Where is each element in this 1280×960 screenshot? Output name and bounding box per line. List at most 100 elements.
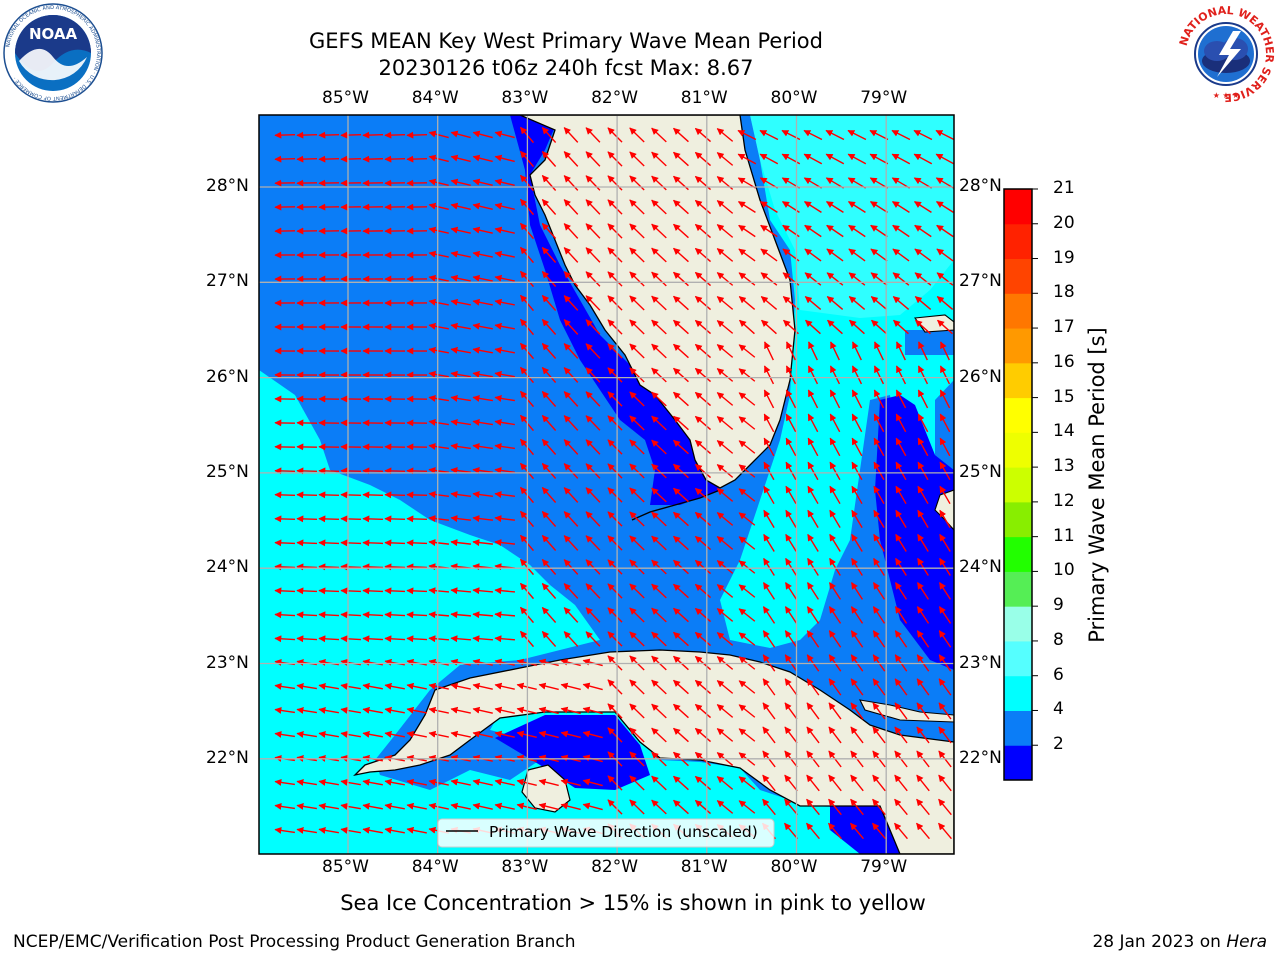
wave-arrow [318,587,340,595]
wave-arrow [784,774,798,792]
wave-arrow [318,155,340,163]
wave-arrow [607,127,623,143]
wave-arrow [318,491,340,499]
wave-arrow [472,611,494,619]
wave-arrow [384,515,406,523]
wave-arrow [384,155,406,163]
wave-arrow [763,413,775,433]
wave-arrow [829,413,841,433]
wave-arrow [607,271,623,287]
wave-arrow [935,153,954,165]
wave-arrow [935,129,954,141]
wave-arrow [541,150,557,167]
wave-arrow [607,727,623,743]
wave-arrow [428,587,450,595]
wave-arrow [651,703,667,719]
wave-arrow [274,515,296,523]
wave-arrow [738,776,756,790]
wave-arrow [274,802,295,810]
wave-arrow [428,467,450,474]
wave-arrow [873,509,885,528]
lat-tick-right: 28°N [959,176,1002,196]
wave-arrow [428,250,449,258]
wave-arrow [494,730,515,738]
wave-arrow [472,250,493,258]
wave-arrow [694,415,712,431]
wave-arrow [607,559,623,575]
colorbar-tick-label: 10 [1053,560,1075,581]
wave-arrow [494,418,515,426]
wave-arrow [428,274,449,282]
wave-arrow [914,248,932,262]
wave-arrow [673,559,689,575]
lat-tick-left: 24°N [206,557,249,578]
wave-arrow [428,226,449,234]
noaa-logo: NATIONAL OCEANIC AND ATMOSPHERIC ADMINIS… [3,3,103,103]
footer-credit: NCEP/EMC/Verification Post Processing Pr… [13,932,576,952]
wave-arrow [716,488,734,502]
wave-arrow [716,512,734,526]
wave-arrow [494,442,515,450]
wave-arrow [541,438,557,455]
wave-arrow [585,247,601,263]
wave-arrow [494,370,515,378]
wave-arrow [694,607,712,623]
wave-arrow [651,799,667,815]
wave-arrow [563,343,579,359]
wave-arrow [296,730,317,738]
wave-arrow [585,415,601,431]
lat-tick-right: 22°N [959,747,1002,768]
wave-arrow [384,467,406,475]
wave-arrow [871,319,887,335]
wave-arrow [629,343,645,359]
wave-arrow [805,319,821,335]
wave-arrow [472,178,493,187]
colorbar [1003,188,1038,781]
wave-arrow [916,798,930,816]
wave-arrow [739,319,755,335]
wave-arrow [607,151,623,167]
lon-tick-bottom: 79°W [860,857,908,877]
wave-arrow [738,488,756,502]
wave-arrow [872,678,886,696]
wave-arrow [807,509,819,528]
wave-arrow [582,730,603,739]
wave-arrow [738,728,756,742]
wave-arrow [892,296,910,310]
wave-arrow [784,582,798,600]
wave-arrow [914,224,932,238]
wave-arrow [406,706,427,714]
wave-arrow [828,726,842,744]
wave-arrow [872,822,886,840]
wave-arrow [563,439,579,455]
lon-tick-top: 85°W [322,88,369,108]
wave-arrow [406,539,428,547]
wave-arrow [829,461,841,481]
wave-arrow [563,631,579,647]
wave-arrow [673,127,689,143]
wave-arrow [938,798,952,816]
wave-arrow [673,727,689,743]
wave-arrow [450,682,471,690]
wave-arrow [428,442,449,450]
wave-arrow [913,153,933,165]
nws-logo: NATIONAL WEATHER SERVICE ★ ★ ★ [1176,4,1276,104]
wave-arrow [873,389,885,409]
wave-arrow [895,485,907,505]
wave-arrow [673,247,689,263]
wave-arrow [494,298,515,306]
wave-arrow [938,774,952,792]
lat-tick-left: 23°N [206,652,249,673]
wave-arrow [694,535,712,551]
wave-arrow [651,151,667,167]
wave-arrow [764,341,774,361]
wave-arrow [494,322,515,330]
wave-arrow [850,630,864,648]
wave-arrow [825,129,845,141]
wave-arrow [673,487,689,503]
wave-arrow [895,461,907,481]
wave-arrow [607,607,623,623]
wave-arrow [384,611,406,619]
wave-arrow [651,223,667,239]
wave-arrow [850,798,864,816]
